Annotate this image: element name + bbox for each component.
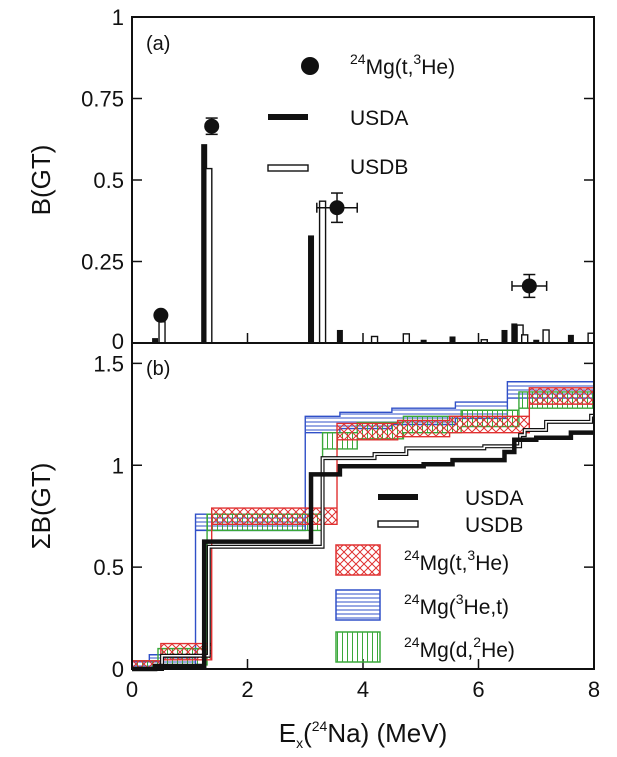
legend-b-usda-label: USDA [465, 487, 523, 510]
legend-a-data-sup2: 3 [413, 51, 421, 67]
usda-bar-3 [336, 329, 343, 343]
panel-b-y-tick-label-3: 1.5 [93, 351, 124, 376]
legend-b-usdb-label: USDB [465, 514, 523, 537]
usdb-bar-2 [318, 200, 327, 344]
panel-b-y-tick-label-0: 0 [112, 657, 124, 682]
panel-b-lines [132, 413, 594, 672]
x-axis-label-mid: ( [303, 718, 312, 748]
x-tick-label-3: 6 [472, 677, 484, 702]
panel-a-y-tick-label-3: 0.75 [81, 87, 124, 112]
x-axis-label-post: Na) (MeV) [327, 718, 447, 748]
legend-b-dHe-mid: Mg(d, [420, 639, 474, 662]
legend-b-Het-mid: Mg( [420, 596, 456, 619]
legend-b-tHe-swatch [335, 544, 381, 576]
legend-b-usda-swatch [378, 494, 418, 500]
legend-b-Het-sup2: 3 [456, 591, 464, 607]
legend-b-dHe-swatch [335, 631, 381, 663]
panel-b-y-tick-label-1: 0.5 [93, 555, 124, 580]
usda-cumulative-line [132, 430, 594, 672]
legend-a-data-marker [301, 57, 319, 75]
panel-b-y-ticks: 0 0.5 1 1.5 [93, 351, 594, 682]
data-point-2 [316, 192, 358, 224]
panel-b-label: (b) [146, 358, 170, 380]
x-axis-label: Ex(24Na) (MeV) [279, 718, 448, 751]
x-axis-label-sub: x [296, 735, 303, 751]
legend-b-tHe-sup2: 3 [467, 547, 475, 563]
legend-b-dHe-sup2: 2 [473, 634, 481, 650]
legend-b-dHe-sup: 24 [404, 634, 420, 650]
usda-bar-0 [152, 338, 159, 343]
data-point-0 [153, 307, 169, 323]
panel-a-legend: 24Mg(t,3He) USDA USDB [267, 51, 455, 179]
x-axis-label-pre: E [279, 718, 296, 748]
panel-a-data-points [153, 117, 548, 323]
usdb-bar-0 [158, 321, 166, 344]
legend-a-data-label: 24Mg(t,3He) [350, 51, 455, 79]
legend-b-tHe-mid: Mg(t, [420, 552, 468, 575]
usdb-cumulative-core [132, 414, 594, 670]
legend-a-usda-swatch [268, 114, 308, 120]
data-point-3 [511, 273, 548, 299]
data-marker-3 [521, 278, 537, 294]
panel-a-bars [152, 144, 595, 344]
usda-bar-9 [567, 334, 574, 343]
x-tick-label-2: 4 [357, 677, 369, 702]
legend-b-Het-sup: 24 [404, 591, 420, 607]
legend-a-data-post: He) [421, 56, 455, 79]
x-tick-label-4: 8 [588, 677, 600, 702]
panel-b-y-axis-label: ΣB(GT) [26, 463, 56, 550]
panel-b-bands [131, 379, 595, 670]
usda-bar-7 [511, 323, 518, 343]
x-axis-label-sup: 24 [312, 718, 328, 734]
legend-a-data-sup: 24 [350, 51, 366, 67]
usdb-bar-1 [205, 167, 213, 344]
usdb-bar-4 [402, 333, 411, 344]
legend-a-usdb-swatch [267, 164, 309, 172]
panel-a-y-axis-label: B(GT) [26, 145, 56, 216]
usda-bar-8 [533, 339, 540, 343]
legend-b-Het-label: 24Mg(3He,t) [404, 591, 509, 619]
panel-a-y-tick-label-4: 1 [112, 5, 124, 30]
legend-b-Het-post: He,t) [464, 596, 510, 619]
usdb-bar-7 [521, 334, 529, 344]
usda-bar-4 [420, 339, 427, 343]
data-point-1 [204, 117, 220, 136]
legend-b-tHe-sup: 24 [404, 547, 420, 563]
panel-a-y-tick-label-0: 0 [112, 329, 124, 354]
legend-a-data-mid: Mg(t, [366, 56, 414, 79]
legend-b-Het-swatch [335, 589, 381, 621]
usdb-cumulative-outline [132, 413, 594, 671]
usda-bar-5 [449, 336, 456, 343]
legend-b-dHe-label: 24Mg(d,2He) [404, 634, 515, 662]
legend-b-usdb-swatch [377, 520, 419, 528]
panel-a: 0.25 0.5 0.75 1 0 (a) B(GT) 24Mg(t,3He) USDA… [26, 5, 595, 354]
usda-bar-6 [501, 329, 508, 343]
panel-a-label: (a) [146, 33, 170, 55]
panel-a-y-tick-label-2: 0.5 [93, 168, 124, 193]
x-tick-label-0: 0 [126, 677, 138, 702]
legend-a-usda-label: USDA [350, 107, 408, 130]
data-marker-2 [329, 200, 345, 216]
legend-b-tHe-label: 24Mg(t,3He) [404, 547, 509, 575]
legend-b-dHe-post: He) [481, 639, 515, 662]
data-marker-0 [153, 307, 169, 323]
usdb-bar-8 [542, 329, 550, 344]
panel-b-y-tick-label-2: 1 [112, 453, 124, 478]
usda-bar-2 [308, 235, 315, 343]
panel-a-y-tick-label-1: 0.25 [81, 250, 124, 275]
usda-bar-1 [201, 144, 208, 343]
legend-b-tHe-post: He) [475, 552, 509, 575]
panel-b-legend: USDA USDB 24Mg(t,3He) 24Mg(3He,t) 24Mg(d… [335, 487, 523, 663]
panel-a-y-ticks: 0.25 0.5 0.75 1 0 [81, 5, 594, 354]
data-marker-1 [204, 118, 220, 134]
legend-a-usdb-label: USDB [350, 156, 408, 179]
x-tick-label-1: 2 [241, 677, 253, 702]
